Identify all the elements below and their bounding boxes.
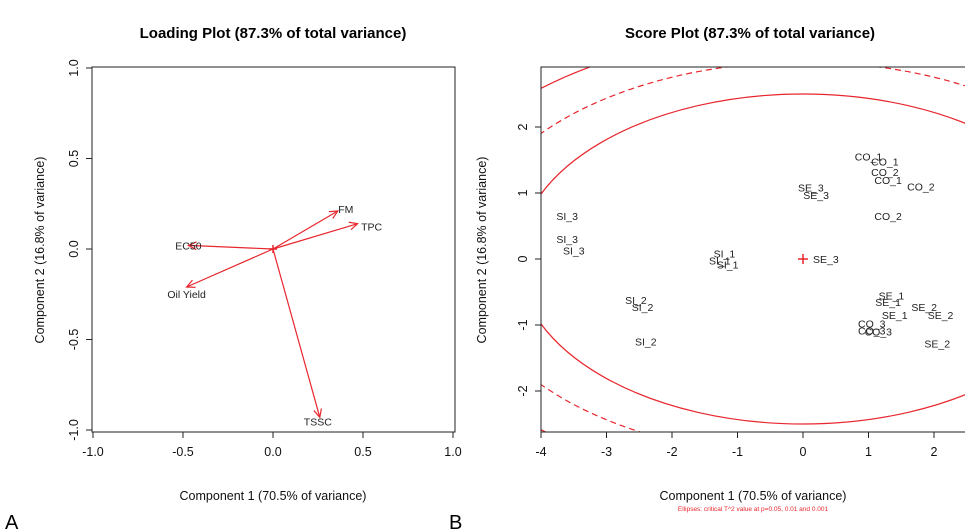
score-point-label: SI_3 <box>563 245 585 257</box>
score-point-label: SI_2 <box>635 337 657 349</box>
score-x-tick-label: 0 <box>800 445 807 459</box>
score-point-label: SI_2 <box>632 302 654 314</box>
score-x-tick-label: -2 <box>666 445 677 459</box>
loading-y-tick-label: 0.5 <box>67 150 81 167</box>
loading-vector <box>272 248 321 418</box>
score-point-label: SE_3 <box>803 190 829 202</box>
loading-y-tick-label: -1.0 <box>67 419 81 441</box>
score-y-axis-label: Component 2 (16.8% of variance) <box>475 157 489 344</box>
score-point-label: SE_1 <box>882 310 908 322</box>
loading-plot-title: Loading Plot (87.3% of total variance) <box>140 25 407 42</box>
score-point-label: SI_1 <box>709 255 731 267</box>
score-x-tick-label: 1 <box>865 445 872 459</box>
score-point-label: CO_2 <box>907 181 935 193</box>
loading-vector-label: Oil Yield <box>167 289 206 301</box>
score-point-label: SE_2 <box>928 310 954 322</box>
score-point-label: SI_3 <box>556 211 578 223</box>
score-point-label: SE_2 <box>924 338 950 350</box>
score-point-label: SE_3 <box>798 183 824 195</box>
loading-x-tick-label: 0.5 <box>354 445 371 459</box>
score-point-label: SI_1 <box>717 259 739 271</box>
score-x-tick-label: -3 <box>601 445 612 459</box>
score-center-label: SE_3 <box>813 254 839 266</box>
loading-vector <box>272 223 358 250</box>
score-center-marker <box>798 254 808 264</box>
score-plot: Score Plot (87.3% of total variance) -4 -… <box>449 25 965 531</box>
loading-x-tick-label: 1.0 <box>444 445 461 459</box>
score-point-label: CO_1 <box>855 152 883 164</box>
loading-origin-marker <box>269 245 277 253</box>
loading-vector <box>186 248 274 288</box>
score-y-tick-label: -1 <box>516 319 530 330</box>
score-y-tick-label: 2 <box>516 123 530 130</box>
ellipse-note: Ellipses: critical T^2 value at p=0.05, … <box>678 506 829 513</box>
score-point-label: SI_1 <box>714 249 736 261</box>
panel-letter-b: B <box>449 512 462 531</box>
loading-y-tick-label: 0.0 <box>67 240 81 257</box>
score-y-tick-label: -2 <box>516 385 530 396</box>
score-point-label: SI_3 <box>556 234 578 246</box>
loading-vector <box>188 244 274 250</box>
loading-x-tick-label: -0.5 <box>172 445 194 459</box>
loading-vector-label: FM <box>338 204 353 216</box>
score-point-label: CO_3 <box>858 325 886 337</box>
score-y-tick-label: 1 <box>516 189 530 196</box>
loading-plot: Loading Plot (87.3% of total variance) -… <box>5 25 462 531</box>
score-plot-title: Score Plot (87.3% of total variance) <box>625 25 875 42</box>
score-point-label: SE_1 <box>879 290 905 302</box>
loading-vector-label: TPC <box>361 222 382 234</box>
score-x-tick-label: -1 <box>732 445 743 459</box>
score-point-label: SI_2 <box>625 295 647 307</box>
score-x-tick-label: 2 <box>931 445 938 459</box>
score-point-label: CO_1 <box>871 156 899 168</box>
loading-y-tick-label: 1.0 <box>67 59 81 76</box>
loading-x-tick-label: 0.0 <box>264 445 281 459</box>
confidence-ellipse-999 <box>541 67 592 432</box>
score-point-label: CO_2 <box>874 211 902 223</box>
loading-vector-label: EC50 <box>175 240 201 252</box>
score-plot-frame <box>540 66 965 433</box>
score-point-label: CO_3 <box>865 327 893 339</box>
score-point-label: SE_2 <box>911 302 937 314</box>
score-point-label: SE_1 <box>875 297 901 309</box>
loading-vector-arrowhead <box>185 279 196 288</box>
loading-x-axis-label: Component 1 (70.5% of variance) <box>180 489 367 503</box>
score-y-tick-label: 0 <box>516 255 530 262</box>
loading-vector-label: TSSC <box>304 416 332 428</box>
loading-vector-arrowhead <box>313 408 322 419</box>
loading-vector-arrowhead <box>328 210 339 219</box>
loading-vector-arrowhead <box>187 241 197 251</box>
loading-vector <box>272 210 339 250</box>
loading-y-axis-label: Component 2 (16.8% of variance) <box>33 157 47 344</box>
score-point-label: CO_1 <box>874 175 902 187</box>
panel-letter-a: A <box>5 512 19 531</box>
confidence-ellipse-95 <box>541 93 965 425</box>
loading-y-tick-label: -0.5 <box>67 329 81 351</box>
loading-x-tick-label: -1.0 <box>82 445 104 459</box>
score-point-label: CO_2 <box>871 167 899 179</box>
score-x-tick-label: -4 <box>535 445 546 459</box>
score-x-axis-label: Component 1 (70.5% of variance) <box>660 489 847 503</box>
score-point-label: CO_3 <box>858 319 886 331</box>
loading-vector-arrowhead <box>348 221 359 231</box>
